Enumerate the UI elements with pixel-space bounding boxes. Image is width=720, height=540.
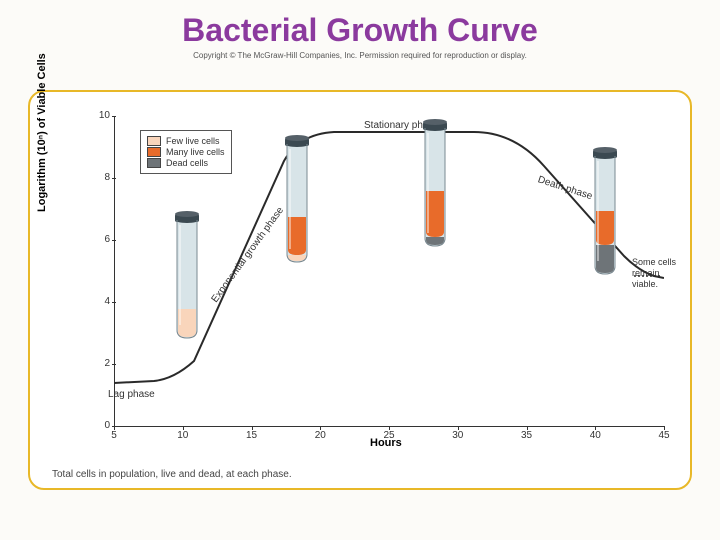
test-tube-1: [174, 210, 200, 340]
plot-area: Few live cells Many live cells Dead cell…: [114, 116, 664, 426]
y-tick-label: 6: [94, 234, 110, 245]
caption-text: Total cells in population, live and dead…: [52, 469, 292, 480]
legend-many: Many live cells: [147, 147, 225, 157]
y-tick-label: 4: [94, 296, 110, 307]
y-tick-label: 8: [94, 172, 110, 183]
label-exp-phase: Exponential growth phase: [210, 205, 287, 305]
x-tick-mark: [320, 426, 321, 430]
x-tick-mark: [389, 426, 390, 430]
legend-label-few: Few live cells: [166, 136, 220, 146]
x-tick-label: 20: [310, 430, 330, 441]
y-tick-label: 10: [94, 110, 110, 121]
copyright-text: Copyright © The McGraw-Hill Companies, I…: [0, 51, 720, 60]
page-title: Bacterial Growth Curve: [0, 0, 720, 49]
y-axis-label: Logarithm (10ⁿ) of Viable Cells: [36, 53, 48, 212]
label-lag-phase: Lag phase: [108, 389, 155, 400]
side-text-viable: Some cells remain viable.: [632, 257, 682, 289]
x-tick-label: 10: [173, 430, 193, 441]
legend-dead: Dead cells: [147, 158, 225, 168]
x-tick-label: 30: [448, 430, 468, 441]
legend-swatch-dead: [147, 158, 161, 168]
legend-few: Few live cells: [147, 136, 225, 146]
x-tick-mark: [527, 426, 528, 430]
y-tick-label: 2: [94, 358, 110, 369]
test-tube-3: [422, 118, 448, 248]
label-death-phase: Death phase: [536, 174, 593, 202]
x-tick-mark: [595, 426, 596, 430]
x-tick-label: 45: [654, 430, 674, 441]
legend-box: Few live cells Many live cells Dead cell…: [140, 130, 232, 174]
x-tick-label: 15: [242, 430, 262, 441]
test-tube-2: [284, 134, 310, 264]
x-tick-label: 5: [104, 430, 124, 441]
x-tick-mark: [114, 426, 115, 430]
legend-label-many: Many live cells: [166, 147, 225, 157]
chart-frame: Logarithm (10ⁿ) of Viable Cells Hours 02…: [28, 90, 692, 490]
x-tick-mark: [252, 426, 253, 430]
legend-swatch-many: [147, 147, 161, 157]
test-tube-4: [592, 146, 618, 276]
x-tick-mark: [664, 426, 665, 430]
x-tick-label: 35: [517, 430, 537, 441]
legend-swatch-few: [147, 136, 161, 146]
x-tick-mark: [183, 426, 184, 430]
x-tick-mark: [458, 426, 459, 430]
legend-label-dead: Dead cells: [166, 158, 208, 168]
x-tick-label: 40: [585, 430, 605, 441]
x-tick-label: 25: [379, 430, 399, 441]
